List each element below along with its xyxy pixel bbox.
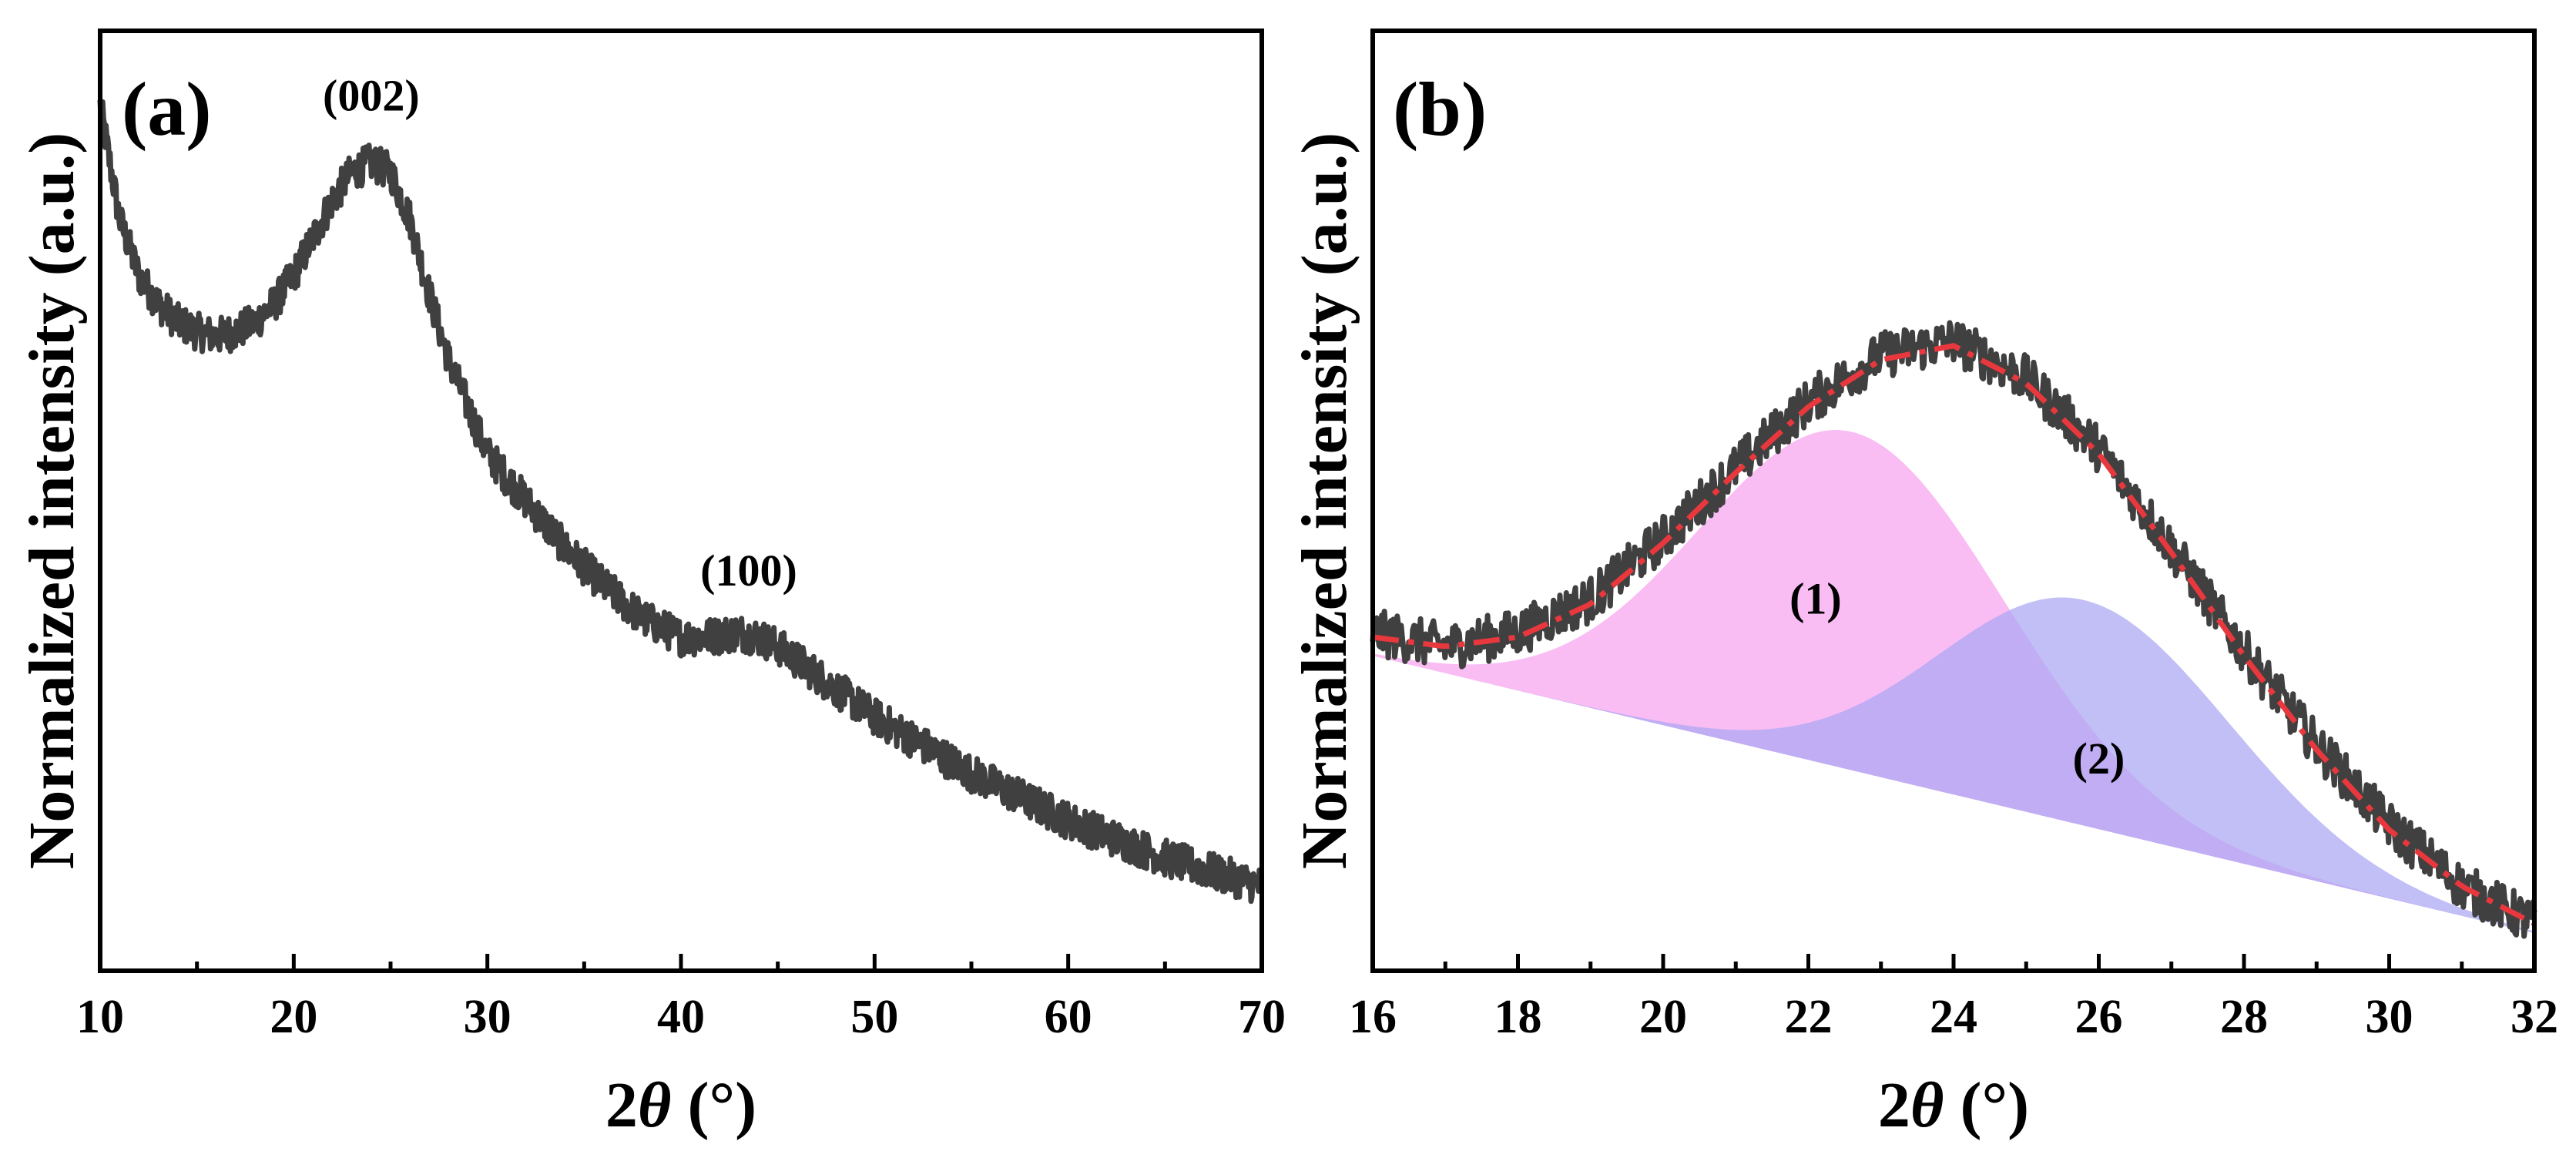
series-fit — [1372, 343, 2536, 927]
panel-b: (1) (2) 16 18 20 22 24 26 28 30 32 (b) 2θ (°) Nor… — [1289, 29, 2558, 1141]
panel-b-label: (b) — [1393, 66, 1487, 152]
panel-b-ylabel: Normalized intensity (a.u.) — [1289, 133, 1360, 870]
panel-a-ylabel: Normalized intensity (a.u.) — [16, 133, 88, 870]
x-tick-label: 32 — [2511, 991, 2558, 1043]
x-tick-label: 26 — [2075, 991, 2123, 1043]
panel-a-label: (a) — [122, 66, 212, 152]
x-tick-label: 28 — [2220, 991, 2268, 1043]
annotation-1-1: (2) — [2073, 733, 2125, 784]
panel-a-frame — [98, 29, 1264, 973]
x-tick-label: 16 — [1349, 991, 1397, 1043]
x-tick-label: 30 — [2366, 991, 2413, 1043]
panel-b-ticks: 16 18 20 22 24 26 28 30 32 — [1349, 954, 2558, 1043]
panel-b-frame — [1370, 29, 2537, 973]
annotation-0-0: (002) — [323, 71, 420, 121]
x-tick-label: 30 — [464, 991, 512, 1043]
x-tick-label: 22 — [1785, 991, 1833, 1043]
series-experimental — [1370, 320, 2537, 939]
x-tick-label: 40 — [657, 991, 705, 1043]
panel-a: (002) (100) 10 20 30 40 50 60 70 (a) 2θ (°) Nor… — [16, 29, 1286, 1141]
x-tick-label: 70 — [1238, 991, 1286, 1043]
panel-a-plot: (002) (100) — [97, 71, 1264, 905]
panel-a-xlabel: 2θ (°) — [605, 1069, 756, 1141]
x-tick-label: 20 — [270, 991, 317, 1043]
annotation-1-0: (1) — [1789, 573, 1842, 623]
annotation-0-1: (100) — [700, 545, 797, 596]
x-tick-label: 24 — [1930, 991, 1977, 1043]
x-tick-label: 50 — [850, 991, 898, 1043]
panel-a-ticks: 10 20 30 40 50 60 70 — [76, 954, 1286, 1043]
x-tick-label: 18 — [1494, 991, 1542, 1043]
series-xrd-pattern — [97, 99, 1264, 905]
panel-b-plot: (1) (2) — [1370, 320, 2537, 939]
panel-b-xlabel: 2θ (°) — [1878, 1069, 2029, 1141]
x-tick-label: 10 — [76, 991, 124, 1043]
x-tick-label: 60 — [1045, 991, 1092, 1043]
peak-area-2 — [1373, 597, 2534, 934]
x-tick-label: 20 — [1639, 991, 1687, 1043]
